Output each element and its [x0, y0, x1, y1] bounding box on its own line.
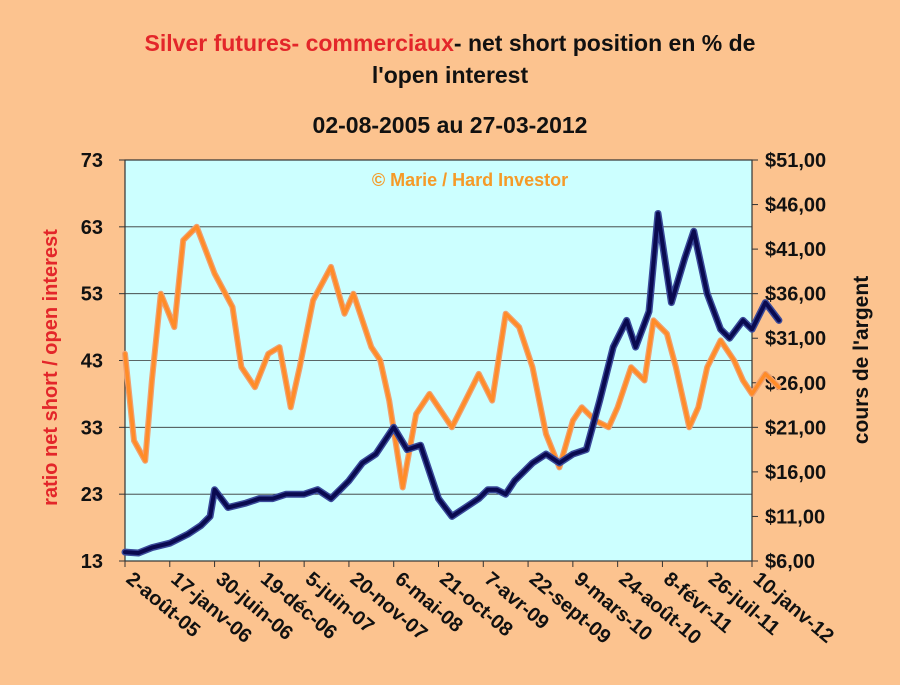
left-tick-label: 63	[81, 217, 103, 239]
left-tick-label: 73	[81, 150, 103, 172]
right-tick-label: $41,00	[765, 239, 826, 261]
left-tick-label: 53	[81, 284, 103, 306]
right-tick-label: $31,00	[765, 328, 826, 350]
chart-title-rest: - net short position en % de	[453, 30, 756, 56]
chart-title-highlight: Silver futures- commerciaux	[144, 30, 454, 56]
ratio-series-line	[123, 225, 781, 490]
left-tick-label: 43	[81, 351, 103, 373]
right-tick-label: $6,00	[765, 551, 815, 573]
chart-subtitle: 02-08-2005 au 27-03-2012	[312, 112, 588, 138]
left-tick-label: 33	[81, 417, 103, 439]
right-axis-label: cours de l'argent	[850, 276, 873, 444]
left-axis-label: ratio net short / open interest	[40, 229, 62, 506]
copyright-watermark: © Marie / Hard Investor	[372, 170, 568, 190]
price-series-line	[123, 211, 781, 555]
chart-title-line1: Silver futures- commerciaux- net short p…	[0, 30, 900, 57]
right-tick-label: $11,00	[765, 506, 825, 528]
right-tick-label: $36,00	[765, 284, 826, 306]
chart-title-line2: l'open interest	[371, 62, 529, 88]
left-tick-label: 13	[81, 551, 103, 573]
right-tick-label: $21,00	[765, 417, 826, 439]
right-tick-label: $16,00	[765, 462, 826, 484]
right-tick-label: $46,00	[765, 195, 826, 217]
right-tick-label: $51,00	[765, 150, 826, 172]
left-tick-label: 23	[81, 484, 103, 506]
